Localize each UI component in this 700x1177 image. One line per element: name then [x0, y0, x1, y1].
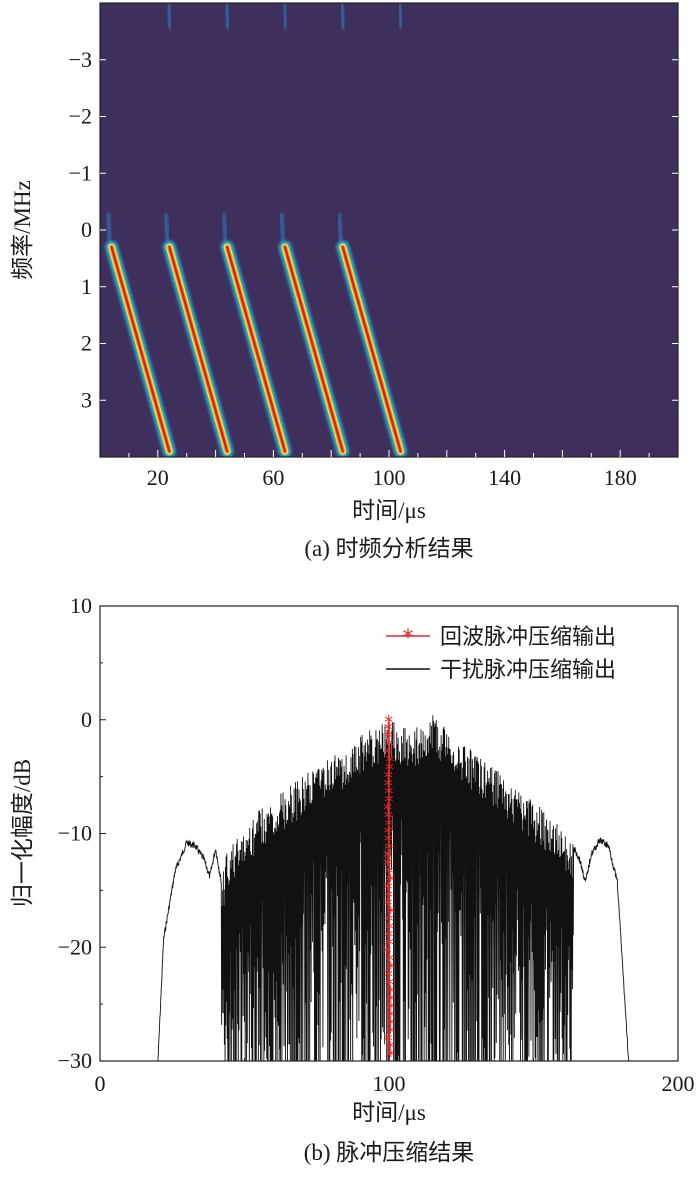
- legend-interference-label: 干扰脉冲压缩输出: [440, 657, 616, 682]
- echo-marker: *: [384, 767, 393, 788]
- echo-marker: *: [384, 744, 393, 765]
- echo-marker: *: [386, 1014, 395, 1035]
- y-tick-label: −2: [69, 104, 92, 129]
- echo-marker: *: [383, 1030, 392, 1051]
- x-tick-label: 60: [262, 465, 284, 490]
- echo-marker: *: [386, 903, 395, 924]
- legend-echo-marker: *: [403, 626, 414, 651]
- echo-marker: *: [384, 791, 393, 812]
- y-tick-label: −10: [58, 821, 92, 846]
- echo-marker: *: [385, 863, 394, 884]
- x-tick-label: 100: [373, 465, 406, 490]
- chart-a-xlabel: 时间/μs: [352, 498, 426, 523]
- chart-b-xlabel: 时间/μs: [352, 1100, 426, 1125]
- chirp-4: [277, 212, 350, 457]
- y-tick-label: 3: [81, 387, 92, 412]
- chart-b-legend: * 回波脉冲压缩输出 干扰脉冲压缩输出: [386, 624, 616, 682]
- echo-marker: *: [384, 720, 393, 741]
- x-tick-label: 100: [373, 1071, 406, 1096]
- aliased-trace: [397, 3, 404, 30]
- echo-marker: *: [384, 728, 393, 749]
- echo-marker: *: [386, 998, 395, 1019]
- echo-marker: *: [384, 967, 393, 988]
- echo-marker: *: [386, 1046, 395, 1067]
- echo-marker: *: [386, 1038, 395, 1059]
- y-tick-label: 1: [81, 274, 92, 299]
- chirp-3: [220, 212, 292, 457]
- x-tick-label: 200: [662, 1071, 695, 1096]
- echo-marker: *: [384, 736, 393, 757]
- chart-b: ****************************************…: [10, 593, 695, 1165]
- x-tick-label: 20: [147, 465, 169, 490]
- y-tick-label: 0: [81, 217, 92, 242]
- echo-marker: *: [385, 935, 394, 956]
- echo-marker: *: [385, 975, 394, 996]
- y-tick-label: 0: [81, 707, 92, 732]
- chart-a-caption: (a) 时频分析结果: [304, 536, 473, 561]
- echo-marker: *: [384, 815, 393, 836]
- echo-marker: *: [383, 847, 392, 868]
- echo-marker: *: [385, 752, 394, 773]
- echo-marker: *: [384, 712, 393, 733]
- chart-a: −3 −2 −1 0 1 2 3 20 60 100 140 180 频率/MHz 时间/μs (a)…: [10, 2, 679, 561]
- aliased-trace: [224, 3, 231, 30]
- echo-marker: *: [382, 943, 391, 964]
- echo-marker: *: [384, 783, 393, 804]
- echo-marker: *: [384, 775, 393, 796]
- chart-a-ticks: −3 −2 −1 0 1 2 3 20 60 100 140 180: [69, 47, 678, 490]
- chart-a-plot-background: [100, 3, 678, 457]
- chirp-2: [162, 212, 235, 457]
- x-tick-label: 0: [95, 1071, 106, 1096]
- echo-marker: *: [383, 879, 392, 900]
- chart-b-caption: (b) 脉冲压缩结果: [304, 1140, 475, 1165]
- echo-marker: *: [385, 839, 394, 860]
- aliased-trace: [281, 3, 288, 30]
- y-tick-label: −3: [69, 47, 92, 72]
- chirp-stripe: [283, 245, 344, 453]
- echo-marker: *: [384, 911, 393, 932]
- chirp-stripe: [341, 245, 402, 453]
- chart-b-series: ****************************************…: [157, 712, 630, 1067]
- echo-marker: *: [383, 799, 392, 820]
- series-interference-line: [157, 715, 630, 1061]
- chirp-5: [335, 212, 408, 457]
- echo-marker: *: [386, 871, 395, 892]
- y-tick-label: −30: [58, 1048, 92, 1073]
- y-tick-label: 2: [81, 331, 92, 356]
- chart-a-chirps: [104, 3, 408, 457]
- aliased-trace: [166, 3, 173, 30]
- chart-a-ylabel: 频率/MHz: [10, 180, 35, 280]
- echo-marker: *: [384, 807, 393, 828]
- aliased-trace: [339, 3, 346, 30]
- echo-marker: *: [386, 990, 395, 1011]
- echo-marker: *: [385, 760, 394, 781]
- echo-marker: *: [385, 951, 394, 972]
- y-tick-label: 10: [70, 593, 92, 618]
- chart-b-ylabel: 归一化幅度/dB: [10, 759, 35, 907]
- echo-marker: *: [386, 982, 395, 1003]
- echo-marker: *: [383, 855, 392, 876]
- chirp-stripe: [226, 245, 287, 453]
- x-tick-label: 140: [488, 465, 521, 490]
- legend-echo-label: 回波脉冲压缩输出: [440, 624, 616, 649]
- y-tick-label: −20: [58, 934, 92, 959]
- x-tick-label: 180: [604, 465, 637, 490]
- chirp-stripe: [110, 245, 171, 453]
- series-echo-markers: ****************************************…: [382, 712, 395, 1067]
- echo-marker: *: [386, 1022, 395, 1043]
- echo-marker: *: [386, 1006, 395, 1027]
- echo-marker: *: [384, 823, 393, 844]
- echo-marker: *: [384, 927, 393, 948]
- echo-marker: *: [383, 895, 392, 916]
- echo-marker: *: [385, 919, 394, 940]
- chirp-stripe: [168, 245, 229, 453]
- chirp-1: [104, 212, 177, 457]
- y-tick-label: −1: [69, 160, 92, 185]
- echo-marker: *: [384, 887, 393, 908]
- echo-marker: *: [384, 831, 393, 852]
- echo-marker: *: [386, 959, 395, 980]
